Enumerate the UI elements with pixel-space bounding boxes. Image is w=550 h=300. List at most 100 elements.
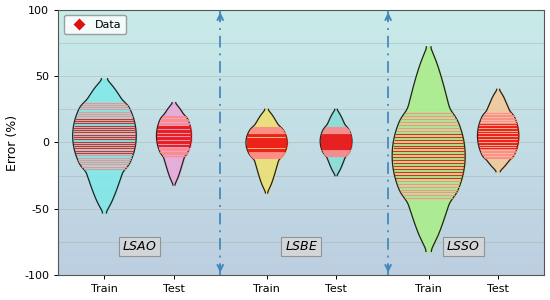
Bar xyxy=(58,265,544,266)
Bar xyxy=(58,116,544,117)
Bar xyxy=(58,137,544,139)
Bar xyxy=(58,244,544,245)
Bar xyxy=(58,169,544,170)
Text: $\it{LSAO}$: $\it{LSAO}$ xyxy=(122,240,157,253)
Bar xyxy=(58,77,544,79)
Bar xyxy=(58,178,544,180)
Bar xyxy=(58,79,544,80)
Bar xyxy=(58,145,544,146)
Bar xyxy=(58,237,544,238)
Bar xyxy=(58,217,544,218)
Bar xyxy=(58,136,544,137)
Bar xyxy=(58,103,544,104)
Bar xyxy=(58,87,544,88)
Bar xyxy=(58,266,544,267)
Bar xyxy=(58,125,544,127)
Bar xyxy=(58,121,544,122)
Bar xyxy=(58,100,544,101)
Bar xyxy=(58,106,544,108)
Bar xyxy=(58,55,544,56)
Bar xyxy=(58,258,544,260)
Bar xyxy=(58,250,544,251)
Bar xyxy=(58,261,544,262)
Y-axis label: Error (%): Error (%) xyxy=(6,114,19,170)
Bar xyxy=(58,248,544,249)
Bar xyxy=(58,184,544,185)
Bar xyxy=(58,29,544,31)
Bar xyxy=(58,257,544,258)
Bar xyxy=(58,14,544,15)
Bar xyxy=(58,256,544,257)
Bar xyxy=(58,61,544,63)
Bar xyxy=(58,115,544,116)
Bar xyxy=(58,188,544,189)
Bar xyxy=(58,43,544,44)
Bar xyxy=(58,69,544,71)
Bar xyxy=(58,57,544,59)
Bar xyxy=(58,51,544,52)
Bar xyxy=(58,213,544,214)
Bar xyxy=(58,76,544,77)
Bar xyxy=(58,31,544,32)
Bar xyxy=(58,132,544,133)
Bar xyxy=(58,47,544,48)
Bar xyxy=(58,228,544,229)
Bar xyxy=(58,249,544,250)
Bar xyxy=(58,68,544,69)
Bar xyxy=(58,134,544,136)
Bar xyxy=(58,93,544,94)
Bar xyxy=(58,170,544,172)
Bar xyxy=(58,189,544,190)
Bar xyxy=(58,99,544,100)
Bar xyxy=(58,269,544,270)
Bar xyxy=(58,142,544,144)
Bar xyxy=(58,141,544,142)
Bar xyxy=(58,84,544,85)
Bar xyxy=(58,214,544,216)
Bar xyxy=(58,28,544,29)
Bar xyxy=(58,204,544,205)
Bar xyxy=(58,253,544,254)
Bar xyxy=(58,111,544,112)
Bar xyxy=(58,165,544,166)
Bar xyxy=(58,176,544,177)
Bar xyxy=(58,36,544,38)
Bar xyxy=(58,242,544,244)
Bar xyxy=(58,81,544,83)
Bar xyxy=(58,148,544,149)
Bar xyxy=(58,32,544,34)
Bar xyxy=(58,83,544,84)
Bar xyxy=(58,40,544,41)
Bar xyxy=(58,220,544,221)
Bar xyxy=(58,196,544,197)
Bar xyxy=(58,118,544,120)
Bar xyxy=(58,91,544,92)
Bar xyxy=(58,216,544,217)
Bar xyxy=(58,74,544,75)
Bar xyxy=(58,56,544,57)
Bar xyxy=(58,229,544,230)
Bar xyxy=(58,182,544,184)
Bar xyxy=(58,239,544,241)
Bar xyxy=(58,209,544,210)
Bar xyxy=(58,53,544,55)
Bar xyxy=(58,192,544,193)
Bar xyxy=(58,109,544,111)
Bar xyxy=(58,198,544,200)
Bar xyxy=(58,233,544,234)
Bar xyxy=(58,193,544,194)
Bar xyxy=(58,174,544,176)
Bar xyxy=(58,24,544,26)
Text: $\it{LSSO}$: $\it{LSSO}$ xyxy=(446,240,481,253)
Bar xyxy=(58,38,544,39)
Bar xyxy=(58,185,544,186)
Bar xyxy=(58,129,544,130)
Bar xyxy=(58,241,544,242)
Bar xyxy=(58,117,544,119)
Bar xyxy=(58,225,544,226)
Bar xyxy=(58,15,544,16)
Bar xyxy=(58,94,544,96)
Bar xyxy=(58,10,544,11)
Bar xyxy=(58,153,544,154)
Bar xyxy=(58,194,544,196)
